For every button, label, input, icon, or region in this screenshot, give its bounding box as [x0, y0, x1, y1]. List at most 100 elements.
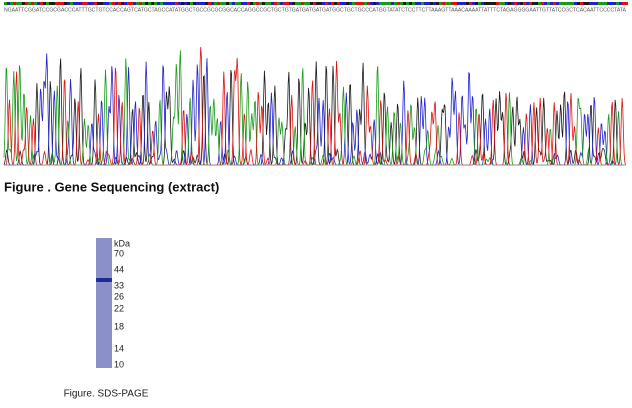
marker-label: 70	[114, 248, 124, 258]
quality-cell	[166, 2, 169, 5]
quality-cell	[112, 2, 115, 5]
quality-cell	[70, 2, 73, 5]
quality-cell	[76, 2, 79, 5]
quality-cell	[499, 2, 502, 5]
quality-cell	[121, 2, 124, 5]
quality-cell	[175, 2, 178, 5]
quality-cell	[100, 2, 103, 5]
quality-cell	[550, 2, 553, 5]
trace-line	[3, 50, 626, 166]
quality-cell	[619, 2, 622, 5]
quality-cell	[355, 2, 358, 5]
quality-cell	[490, 2, 493, 5]
quality-cell	[358, 2, 361, 5]
quality-cell	[10, 2, 13, 5]
quality-cell	[484, 2, 487, 5]
quality-cell	[217, 2, 220, 5]
quality-cell	[91, 2, 94, 5]
quality-cell	[250, 2, 253, 5]
quality-cell	[49, 2, 52, 5]
quality-cell	[232, 2, 235, 5]
quality-cell	[181, 2, 184, 5]
quality-cell	[220, 2, 223, 5]
quality-cell	[313, 2, 316, 5]
quality-cell	[322, 2, 325, 5]
sequencing-caption: Figure . Gene Sequencing (extract)	[4, 179, 219, 194]
quality-cell	[376, 2, 379, 5]
quality-cell	[28, 2, 31, 5]
marker-label: 33	[114, 280, 124, 290]
quality-cell	[268, 2, 271, 5]
quality-cell	[562, 2, 565, 5]
quality-cell	[514, 2, 517, 5]
quality-cell	[208, 2, 211, 5]
quality-cell	[85, 2, 88, 5]
quality-cell	[13, 2, 16, 5]
quality-cell	[292, 2, 295, 5]
quality-cell	[538, 2, 541, 5]
protein-band	[96, 278, 112, 282]
quality-cell	[412, 2, 415, 5]
quality-cell	[139, 2, 142, 5]
quality-cell	[142, 2, 145, 5]
quality-cell	[463, 2, 466, 5]
marker-label: 18	[114, 321, 124, 331]
quality-cell	[274, 2, 277, 5]
quality-cell	[4, 2, 7, 5]
quality-cell	[328, 2, 331, 5]
quality-cell	[205, 2, 208, 5]
quality-cell	[202, 2, 205, 5]
quality-cell	[172, 2, 175, 5]
quality-cell	[583, 2, 586, 5]
gel-lane	[96, 238, 112, 368]
quality-cell	[427, 2, 430, 5]
quality-cell	[595, 2, 598, 5]
quality-cell	[178, 2, 181, 5]
quality-cell	[487, 2, 490, 5]
quality-cell	[517, 2, 520, 5]
quality-cell	[502, 2, 505, 5]
quality-cell	[337, 2, 340, 5]
quality-cell	[151, 2, 154, 5]
quality-cell	[568, 2, 571, 5]
quality-cell	[67, 2, 70, 5]
quality-cell	[61, 2, 64, 5]
quality-cell	[199, 2, 202, 5]
quality-cell	[88, 2, 91, 5]
quality-cell	[316, 2, 319, 5]
quality-cell	[289, 2, 292, 5]
quality-cell	[259, 2, 262, 5]
quality-cell	[37, 2, 40, 5]
quality-cell	[400, 2, 403, 5]
quality-cell	[391, 2, 394, 5]
quality-cell	[565, 2, 568, 5]
quality-cell	[436, 2, 439, 5]
quality-cell	[454, 2, 457, 5]
quality-cell	[421, 2, 424, 5]
quality-cell	[241, 2, 244, 5]
quality-cell	[433, 2, 436, 5]
quality-cell	[130, 2, 133, 5]
quality-cell	[505, 2, 508, 5]
quality-cell	[79, 2, 82, 5]
quality-cell	[82, 2, 85, 5]
quality-cell	[64, 2, 67, 5]
quality-cell	[253, 2, 256, 5]
quality-cell	[586, 2, 589, 5]
quality-cell	[523, 2, 526, 5]
quality-cell	[574, 2, 577, 5]
quality-cell	[310, 2, 313, 5]
quality-cell	[190, 2, 193, 5]
quality-cell	[547, 2, 550, 5]
quality-cell	[7, 2, 10, 5]
sequence-text: NGAATTCGGATCCGCGACCCATTTGCTGTCCACCAGTCAT…	[4, 7, 626, 13]
quality-bar	[4, 2, 628, 5]
gel-caption: Figure. SDS-PAGE	[64, 389, 149, 400]
quality-cell	[334, 2, 337, 5]
quality-cell	[361, 2, 364, 5]
quality-cell	[148, 2, 151, 5]
quality-cell	[133, 2, 136, 5]
quality-cell	[445, 2, 448, 5]
